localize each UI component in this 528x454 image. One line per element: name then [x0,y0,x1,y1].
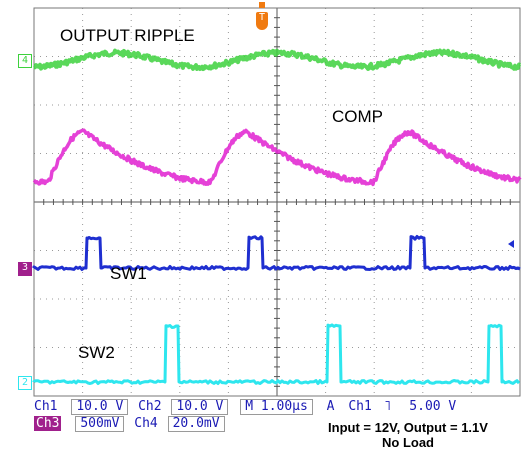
sw2-trace [32,323,521,385]
output-ripple-trace [33,48,522,72]
graticule [33,7,521,397]
status-row-1: Ch1 10.0 V Ch2 10.0 V M 1.00µs A Ch1 ˥ 5… [34,399,456,415]
ch4-ground-marker: 4 [18,54,32,68]
sw1-label: SW1 [110,264,147,283]
sw2-label: SW2 [78,343,115,362]
trigger-position-tick [259,2,265,8]
trigger-slope-icon: ˥ [383,399,392,414]
graticule-border [33,7,521,397]
ch3-name: Ch3 [34,416,62,431]
caption-line-1: Input = 12V, Output = 1.1V [328,420,488,435]
ch2-ground-marker: 2 [18,376,32,390]
test-conditions-caption: Input = 12V, Output = 1.1V No Load [296,420,520,450]
ch2-scale: 10.0 V [171,399,229,415]
trigger-level: 5.00 V [409,399,457,414]
trigger-marker: T [256,12,268,30]
ch2-marker-label: 2 [21,377,29,388]
ch3-marker-label: 3 [21,262,29,273]
sw1-trace [32,235,521,271]
waveform-traces [32,48,522,385]
trigger-source: Ch1 [348,399,372,414]
ch2-name: Ch2 [138,399,162,414]
ch1-name: Ch1 [34,399,58,414]
ch3-scale: 500mV [75,416,125,432]
comp-trace [32,128,522,187]
trigger-mode: A [326,399,335,414]
comp-label: COMP [332,107,383,126]
trigger-marker-label: T [258,12,266,23]
ch4-marker-label: 4 [21,55,29,66]
timebase: M 1.00µs [240,399,313,415]
ch4-name: Ch4 [134,416,158,431]
status-row-2: Ch3 500mV Ch4 20.0mV [34,416,225,432]
caption-line-2: No Load [382,435,434,450]
ch3-ground-marker: 3 [18,262,32,276]
ch1-scale: 10.0 V [71,399,129,415]
output-ripple-label: OUTPUT RIPPLE [60,26,195,45]
ch4-scale: 20.0mV [167,416,225,432]
trigger-level-arrow [508,240,514,248]
